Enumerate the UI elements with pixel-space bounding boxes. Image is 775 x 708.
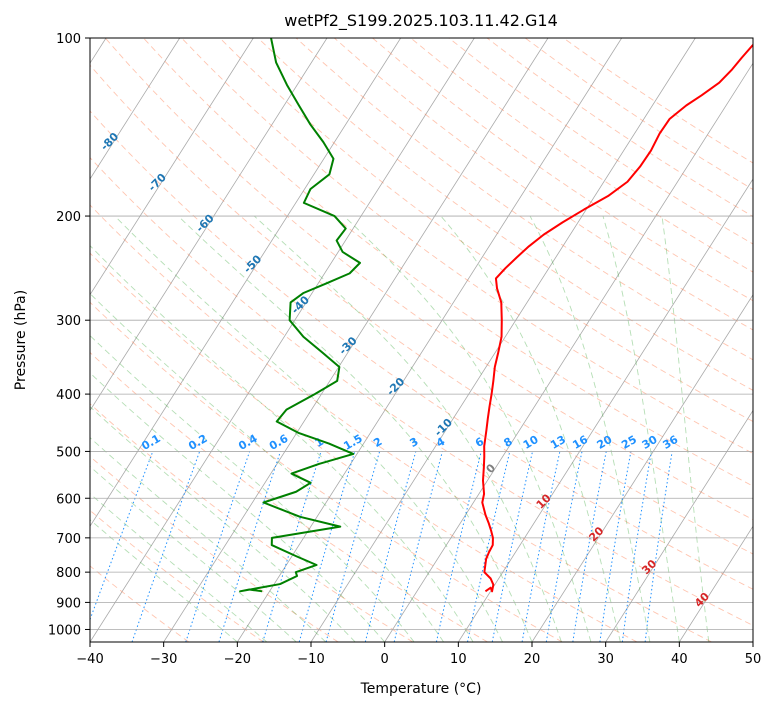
dry-adiabat xyxy=(219,38,753,423)
dry-adiabat xyxy=(90,252,638,642)
moist-adiabat xyxy=(602,215,680,642)
dry-adiabat xyxy=(90,110,753,590)
isotherm-line xyxy=(605,409,753,642)
isotherm-line xyxy=(90,38,475,642)
moist-adiabat xyxy=(90,292,444,642)
dry-adiabat xyxy=(90,204,712,642)
x-tick-label: 30 xyxy=(597,652,614,667)
x-tick-label: −20 xyxy=(224,652,251,667)
y-tick-label: 400 xyxy=(56,388,81,403)
dry-adiabat xyxy=(90,156,753,626)
y-tick-label: 1000 xyxy=(48,623,81,638)
y-tick-label: 900 xyxy=(56,596,81,611)
isotherm-line xyxy=(752,641,753,642)
isotherm-line xyxy=(310,38,696,642)
moist-adiabat xyxy=(90,406,356,642)
mixing-ratio-line xyxy=(262,451,322,642)
temperature-line xyxy=(481,43,753,593)
isotherm-line xyxy=(236,38,623,642)
x-tick-label: −40 xyxy=(76,652,103,667)
mixing-ratio-line xyxy=(393,451,443,642)
isotherm-line xyxy=(531,293,753,642)
dry-adiabat xyxy=(90,403,414,642)
dry-adiabat xyxy=(90,455,339,642)
moist-adiabat xyxy=(90,244,474,642)
dry-adiabat xyxy=(90,301,563,642)
isotherm-line xyxy=(90,38,181,180)
moist-adiabat xyxy=(440,215,621,642)
plot-background xyxy=(90,38,753,642)
moist-adiabat xyxy=(661,215,710,642)
isotherm-line xyxy=(90,38,328,412)
dewpoint-line xyxy=(239,38,361,593)
moist-adiabat xyxy=(90,372,386,642)
x-tick-label: 20 xyxy=(524,652,541,667)
chart-title: wetPf2_S199.2025.103.11.42.G14 xyxy=(284,11,558,31)
x-tick-label: 10 xyxy=(450,652,467,667)
y-tick-label: 300 xyxy=(56,314,81,329)
mixing-ratio-line xyxy=(325,451,381,642)
moist-adiabat xyxy=(343,215,592,642)
mixing-ratio-line xyxy=(621,451,652,642)
y-tick-label: 500 xyxy=(56,445,81,460)
isotherm-label: -100 xyxy=(0,45,29,74)
mixing-ratio-line xyxy=(435,451,482,642)
moist-adiabat xyxy=(90,437,327,642)
mixing-ratio-line xyxy=(298,451,356,642)
mixing-ratio-line xyxy=(218,451,281,642)
moist-adiabat xyxy=(90,334,415,642)
dry-adiabat xyxy=(90,565,190,642)
x-axis: −40 −30 −20 −10 0 10 20 30 40 50 xyxy=(76,642,761,667)
dry-adiabat xyxy=(372,38,753,302)
dry-adiabat xyxy=(90,509,264,642)
y-tick-label: 100 xyxy=(56,32,81,47)
dry-adiabat xyxy=(181,38,753,454)
moist-adiabat xyxy=(529,215,651,642)
mixing-ratio-line xyxy=(599,451,632,642)
x-tick-label: 0 xyxy=(381,652,389,667)
y-tick-label: 700 xyxy=(56,532,81,547)
isotherm-line xyxy=(163,38,549,642)
x-tick-label: −30 xyxy=(150,652,177,667)
isotherm-line xyxy=(90,38,254,296)
mixing-ratio-line xyxy=(572,451,607,642)
y-axis-title: Pressure (hPa) xyxy=(13,290,29,390)
moist-adiabat xyxy=(177,215,533,642)
isotherm-line xyxy=(90,38,402,527)
moist-adiabat xyxy=(253,215,562,642)
x-tick-label: 50 xyxy=(745,652,762,667)
profiles xyxy=(239,38,753,593)
dry-adiabat xyxy=(90,64,753,555)
background-lines xyxy=(90,38,753,642)
y-tick-label: 600 xyxy=(56,492,81,507)
mixing-ratio-line xyxy=(131,451,201,642)
isotherm-label: -90 xyxy=(50,89,73,112)
x-tick-label: 40 xyxy=(671,652,688,667)
isotherm-line xyxy=(678,525,753,642)
dry-adiabat xyxy=(257,38,753,391)
y-tick-label: 800 xyxy=(56,566,81,581)
mixing-ratio-line xyxy=(644,451,673,642)
pressure-grid xyxy=(90,38,753,630)
x-axis-title: Temperature (°C) xyxy=(360,681,482,697)
dry-adiabat xyxy=(90,351,488,642)
plot-frame xyxy=(89,37,754,643)
mixing-ratio-line xyxy=(364,451,417,642)
y-axis: 100 200 300 400 500 600 700 800 900 1000 xyxy=(48,32,90,638)
isotherm-line xyxy=(457,178,753,642)
y-tick-label: 200 xyxy=(56,210,81,225)
mixing-ratio-line xyxy=(185,451,251,642)
isotherm-line xyxy=(384,62,753,642)
moist-adiabat xyxy=(114,215,503,642)
x-tick-label: −10 xyxy=(297,652,324,667)
dry-adiabat xyxy=(104,38,753,521)
